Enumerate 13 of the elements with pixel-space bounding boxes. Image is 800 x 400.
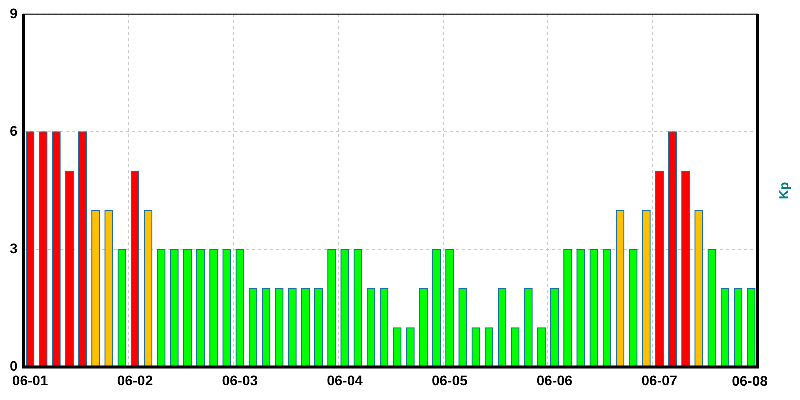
x-tick-label: 06-06 <box>536 372 573 388</box>
y-tick-label: 6 <box>10 122 18 139</box>
x-tick-label: 06-07 <box>642 372 678 388</box>
x-tick-label: 06-02 <box>117 372 154 388</box>
x-tick-label: 06-05 <box>432 372 468 388</box>
text: 06-08 <box>732 373 768 390</box>
y-tick-label: 3 <box>10 240 18 256</box>
y-tick-label: 0 <box>10 358 18 374</box>
y-tick-label: 9 <box>10 5 18 22</box>
y-axis-title: Kp <box>776 182 792 200</box>
x-tick-label: 06-03 <box>222 372 258 388</box>
x-tick-label: 06-01 <box>12 372 48 388</box>
x-tick-label: 06-04 <box>327 372 364 388</box>
